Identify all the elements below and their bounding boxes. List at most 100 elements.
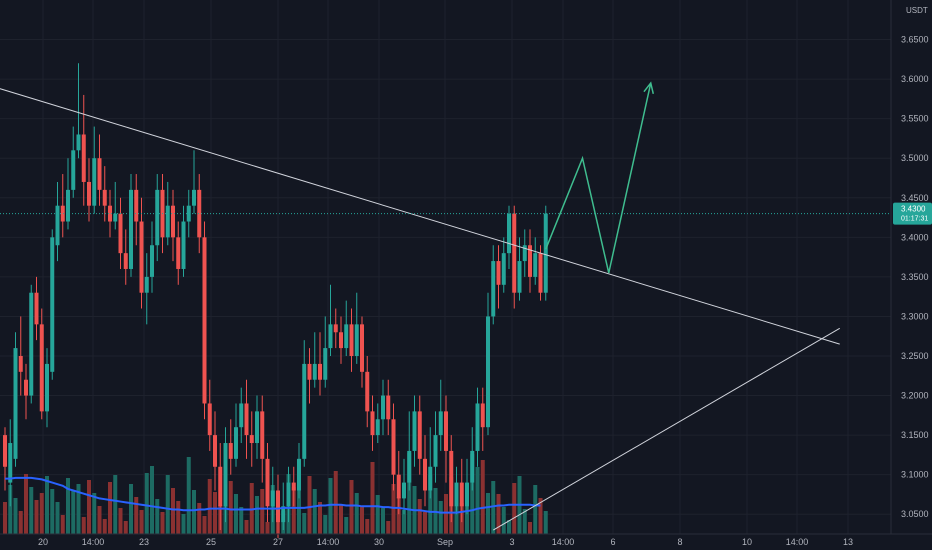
- volume-bar: [129, 484, 133, 534]
- candle-body: [307, 363, 312, 380]
- time-tick-label: 23: [139, 537, 149, 547]
- volume-bar: [491, 481, 496, 534]
- volume-bar: [50, 489, 55, 534]
- volume-bar: [255, 496, 259, 534]
- volume-bar: [444, 494, 448, 534]
- volume-bar: [113, 475, 118, 534]
- candle-body: [45, 363, 49, 412]
- candle-body: [265, 458, 270, 507]
- candle-body: [291, 482, 296, 491]
- volume-bar: [228, 481, 233, 534]
- volume-bar: [234, 494, 238, 534]
- forecast-path[interactable]: [545, 82, 652, 274]
- time-tick-label: 8: [677, 537, 682, 547]
- price-tick-label: 3.4000: [901, 232, 929, 242]
- candle-body: [391, 419, 396, 475]
- candle-body: [139, 221, 144, 293]
- candle-body: [507, 213, 511, 254]
- volume-bar: [34, 500, 39, 534]
- price-tick-label: 3.4500: [901, 193, 929, 203]
- candle-body: [449, 450, 454, 507]
- volume-bar: [197, 503, 202, 534]
- candle-body: [475, 403, 480, 451]
- candle-body: [302, 363, 307, 459]
- candle-body: [370, 411, 375, 436]
- volume-bar: [496, 494, 501, 534]
- volume-bar: [165, 475, 170, 534]
- volume-bar: [45, 476, 49, 534]
- volume-bar: [375, 495, 380, 534]
- candle-body: [24, 379, 28, 396]
- volume-bar: [386, 521, 391, 534]
- candle-body: [528, 245, 532, 277]
- candle-body: [134, 189, 139, 222]
- candle-body: [186, 205, 191, 222]
- candle-body: [501, 253, 506, 285]
- time-tick-label: 14:00: [82, 537, 105, 547]
- candle-body: [108, 205, 112, 222]
- candle-body: [123, 253, 128, 269]
- volume-bar: [139, 510, 144, 534]
- candle-body: [144, 276, 149, 293]
- volume-bar: [239, 507, 244, 534]
- price-tick-label: 3.2500: [901, 351, 929, 361]
- candle-body: [512, 213, 517, 293]
- forecast-arrowhead: [643, 81, 655, 94]
- volume-bar: [344, 517, 349, 534]
- time-tick-label: 14:00: [317, 537, 340, 547]
- candle-body: [428, 466, 433, 491]
- candle-body: [192, 189, 196, 206]
- candle-body: [491, 261, 496, 317]
- volume-bar: [428, 475, 433, 534]
- candle-body: [522, 245, 527, 262]
- volume-bar: [438, 501, 443, 534]
- candle-body: [517, 261, 522, 293]
- candle-body: [60, 205, 65, 222]
- candle-body: [234, 427, 238, 459]
- candle-body: [470, 450, 475, 483]
- volume-bar: [186, 457, 191, 534]
- volume-bar: [181, 514, 186, 534]
- candle-body: [407, 450, 412, 483]
- candle-body: [281, 506, 286, 523]
- candle-body: [438, 411, 443, 436]
- candle-body: [365, 371, 370, 412]
- candle-body: [496, 261, 501, 285]
- candle-body: [328, 324, 333, 349]
- bar-countdown: 01:17:31: [901, 216, 928, 223]
- volume-bar: [475, 467, 480, 534]
- candle-body: [423, 458, 427, 491]
- price-axis[interactable]: 3.0500 3.1000 3.1500 3.2000 3.2500 3.3000 3.35…: [901, 35, 929, 520]
- volume-bar: [97, 506, 102, 534]
- candle-body: [66, 189, 70, 222]
- candle-body: [444, 411, 448, 451]
- volume-bar: [391, 484, 396, 534]
- volume-bar: [354, 493, 359, 534]
- candle-body: [87, 181, 91, 206]
- volume-bar: [24, 474, 28, 534]
- volume-bar: [307, 476, 312, 534]
- time-tick-label: 14:00: [786, 537, 809, 547]
- candle-body: [244, 403, 249, 436]
- volume-bar: [333, 471, 338, 534]
- currency-label: USDT: [906, 6, 928, 15]
- candle-body: [39, 324, 44, 412]
- price-tick-label: 3.0500: [901, 509, 929, 519]
- candle-body: [118, 213, 123, 254]
- candle-body: [459, 482, 464, 507]
- last-price-box: [893, 202, 932, 225]
- volume-bar: [76, 484, 81, 534]
- volume-bar: [144, 473, 149, 534]
- volume-bar: [87, 480, 91, 534]
- volume-bar: [244, 520, 249, 534]
- time-axis[interactable]: 20 14:00 23 25 27 14:00 30 Sep 3 14:00 6 8 10 14:00 13: [38, 537, 853, 547]
- candle-body: [396, 474, 401, 499]
- candle-body: [297, 458, 301, 491]
- volume-bar: [102, 519, 107, 534]
- price-tick-label: 3.6000: [901, 74, 929, 84]
- lower-trendline[interactable]: [492, 327, 841, 531]
- candle-body: [8, 443, 13, 483]
- upper-trendline[interactable]: [0, 87, 840, 345]
